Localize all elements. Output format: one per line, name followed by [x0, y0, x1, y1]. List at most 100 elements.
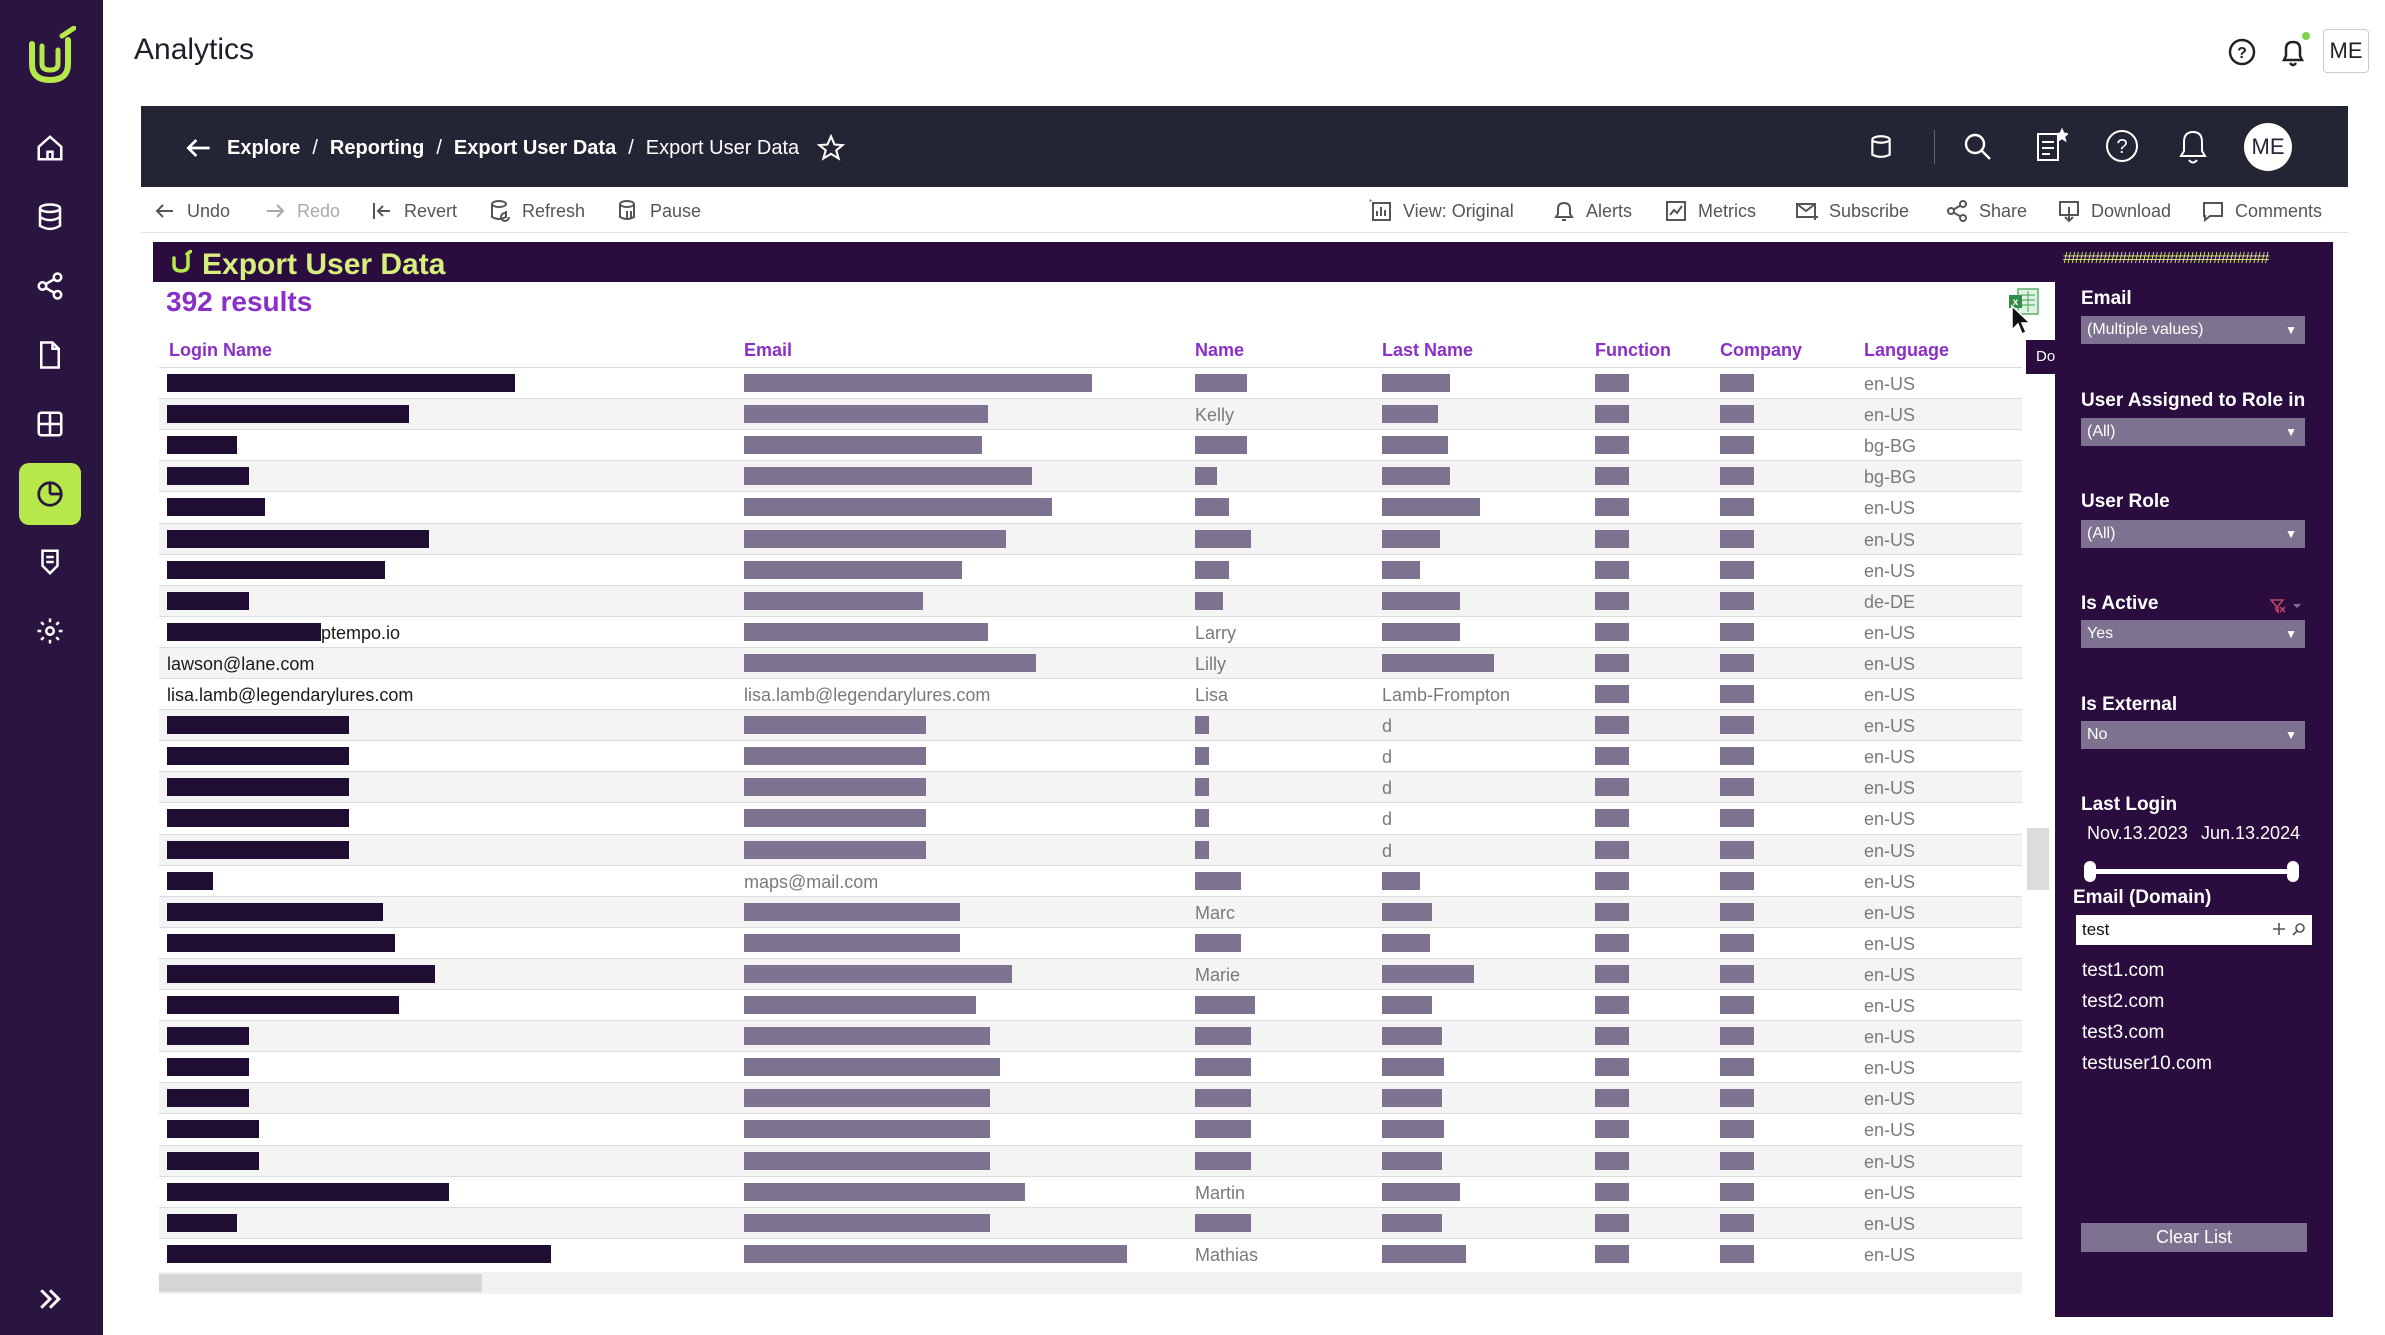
col-name[interactable]: Name	[1195, 340, 1245, 360]
excel-download-icon[interactable]: x	[2008, 287, 2040, 317]
table-row[interactable]: Mathias en-US	[159, 1237, 2022, 1269]
email-filter-select[interactable]: (Multiple values) ▼	[2081, 316, 2305, 344]
download-button[interactable]: Download	[2057, 199, 2171, 223]
table-row[interactable]: bg-BG	[159, 429, 2022, 460]
table-row[interactable]: d en-US	[159, 833, 2022, 865]
alerts-button[interactable]: Alerts	[1552, 199, 1632, 223]
tableau-help-icon[interactable]: ?	[2104, 124, 2140, 168]
breadcrumb-reporting[interactable]: Reporting	[329, 136, 425, 159]
revert-button[interactable]: Revert	[370, 199, 457, 223]
favorite-star-icon[interactable]	[817, 134, 846, 162]
nav-badge[interactable]	[19, 531, 81, 593]
col-email[interactable]: Email	[744, 340, 793, 360]
table-row[interactable]: en-US	[159, 1206, 2022, 1238]
table-row[interactable]: en-US	[159, 367, 2022, 398]
table-row[interactable]: de-DE	[159, 584, 2022, 616]
role-assigned-filter-select[interactable]: (All) ▼	[2081, 418, 2305, 446]
add-icon[interactable]	[2272, 922, 2286, 936]
domain-item[interactable]: test3.com	[2082, 1022, 2165, 1043]
email-domain-search-input[interactable]: test	[2076, 915, 2312, 945]
nav-home[interactable]	[19, 117, 81, 179]
nav-database[interactable]	[19, 186, 81, 248]
redacted-company	[1720, 653, 1754, 672]
app-logo-icon[interactable]	[24, 26, 76, 86]
col-last-name[interactable]: Last Name	[1382, 340, 1474, 360]
table-row[interactable]: Kelly en-US	[159, 398, 2022, 430]
clear-filter-icon[interactable]	[2269, 598, 2303, 614]
back-arrow-icon[interactable]	[183, 132, 215, 164]
redo-button[interactable]: Redo	[263, 199, 340, 223]
breadcrumb-export-user-data[interactable]: Export User Data	[453, 136, 617, 159]
table-row[interactable]: en-US	[159, 1051, 2022, 1082]
breadcrumb-explore[interactable]: Explore	[227, 136, 301, 159]
is-external-filter-select[interactable]: No ▼	[2081, 721, 2305, 749]
table-row[interactable]: en-US	[159, 553, 2022, 585]
table-row[interactable]: en-US	[159, 522, 2022, 554]
user-avatar-button[interactable]: ME	[2323, 29, 2369, 73]
redacted-login	[167, 1058, 249, 1077]
is-active-filter-select[interactable]: Yes ▼	[2081, 620, 2305, 648]
table-row[interactable]: en-US	[159, 926, 2022, 958]
user-role-filter-select[interactable]: (All) ▼	[2081, 520, 2305, 548]
name-cell: Marc	[1195, 902, 1235, 923]
nav-expand[interactable]	[19, 1268, 81, 1330]
notification-bell-icon[interactable]	[2273, 30, 2313, 74]
table-row[interactable]: en-US	[159, 1144, 2022, 1176]
nav-grid[interactable]	[19, 393, 81, 455]
table-row[interactable]: en-US	[159, 1020, 2022, 1052]
table-row[interactable]: en-US	[159, 1113, 2022, 1144]
table-row[interactable]: lawson@lane.com Lilly en-US	[159, 646, 2022, 678]
nav-share-graph[interactable]	[19, 255, 81, 317]
redacted-login	[167, 1120, 259, 1139]
horizontal-scrollbar[interactable]	[159, 1272, 2022, 1294]
last-login-slider-track[interactable]	[2088, 869, 2293, 874]
domain-item[interactable]: test1.com	[2082, 960, 2165, 981]
table-row[interactable]: lisa.lamb@legendarylures.com lisa.lamb@le…	[159, 678, 2022, 709]
nav-settings[interactable]	[19, 600, 81, 662]
nav-documents[interactable]	[19, 324, 81, 386]
subscribe-button[interactable]: Subscribe	[1795, 199, 1909, 223]
help-icon[interactable]: ?	[2222, 30, 2262, 74]
undo-button[interactable]: Undo	[153, 199, 230, 223]
col-login-name[interactable]: Login Name	[169, 340, 273, 360]
last-name-cell: Lamb-Frompton	[1382, 685, 1511, 705]
table-row[interactable]: d en-US	[159, 709, 2022, 741]
nav-analytics[interactable]	[19, 463, 81, 525]
pause-button[interactable]: Pause	[616, 199, 701, 223]
search-small-icon[interactable]	[2292, 922, 2306, 936]
comments-button[interactable]: Comments	[2201, 199, 2322, 223]
domain-item[interactable]: test2.com	[2082, 991, 2165, 1012]
share-button[interactable]: Share	[1945, 199, 2027, 223]
view-original-button[interactable]: * View: Original	[1369, 199, 1514, 223]
table-row[interactable]: Marc en-US	[159, 895, 2022, 927]
table-row[interactable]: en-US	[159, 1082, 2022, 1114]
redacted-email	[744, 405, 988, 424]
table-row[interactable]: d en-US	[159, 802, 2022, 833]
search-icon[interactable]	[1960, 124, 1994, 168]
horizontal-scrollbar-thumb[interactable]	[159, 1274, 482, 1292]
col-language[interactable]: Language	[1864, 340, 1950, 360]
table-row[interactable]: d en-US	[159, 740, 2022, 771]
table-row[interactable]: Martin en-US	[159, 1175, 2022, 1207]
domain-item[interactable]: testuser10.com	[2082, 1053, 2212, 1074]
table-row[interactable]: ptempo.io Larry en-US	[159, 615, 2022, 647]
vertical-scrollbar-thumb[interactable]	[2027, 828, 2049, 890]
datasource-icon[interactable]	[1868, 124, 1894, 168]
table-row[interactable]: Marie en-US	[159, 957, 2022, 989]
last-login-slider-end-handle[interactable]	[2287, 861, 2299, 882]
tableau-avatar[interactable]: ME	[2244, 123, 2292, 171]
redacted-last-name	[1382, 964, 1474, 983]
table-row[interactable]: maps@mail.com en-US	[159, 864, 2022, 896]
metrics-button[interactable]: Metrics	[1664, 199, 1756, 223]
table-row[interactable]: bg-BG	[159, 460, 2022, 492]
clear-list-button[interactable]: Clear List	[2081, 1223, 2307, 1252]
last-login-slider-start-handle[interactable]	[2084, 861, 2096, 882]
custom-views-icon[interactable]	[2034, 124, 2068, 168]
table-row[interactable]: en-US	[159, 491, 2022, 522]
table-row[interactable]: en-US	[159, 989, 2022, 1020]
table-row[interactable]: d en-US	[159, 771, 2022, 803]
col-function[interactable]: Function	[1595, 340, 1671, 360]
tableau-bell-icon[interactable]	[2175, 124, 2211, 168]
col-company[interactable]: Company	[1720, 340, 1803, 360]
refresh-button[interactable]: Refresh	[488, 199, 585, 223]
